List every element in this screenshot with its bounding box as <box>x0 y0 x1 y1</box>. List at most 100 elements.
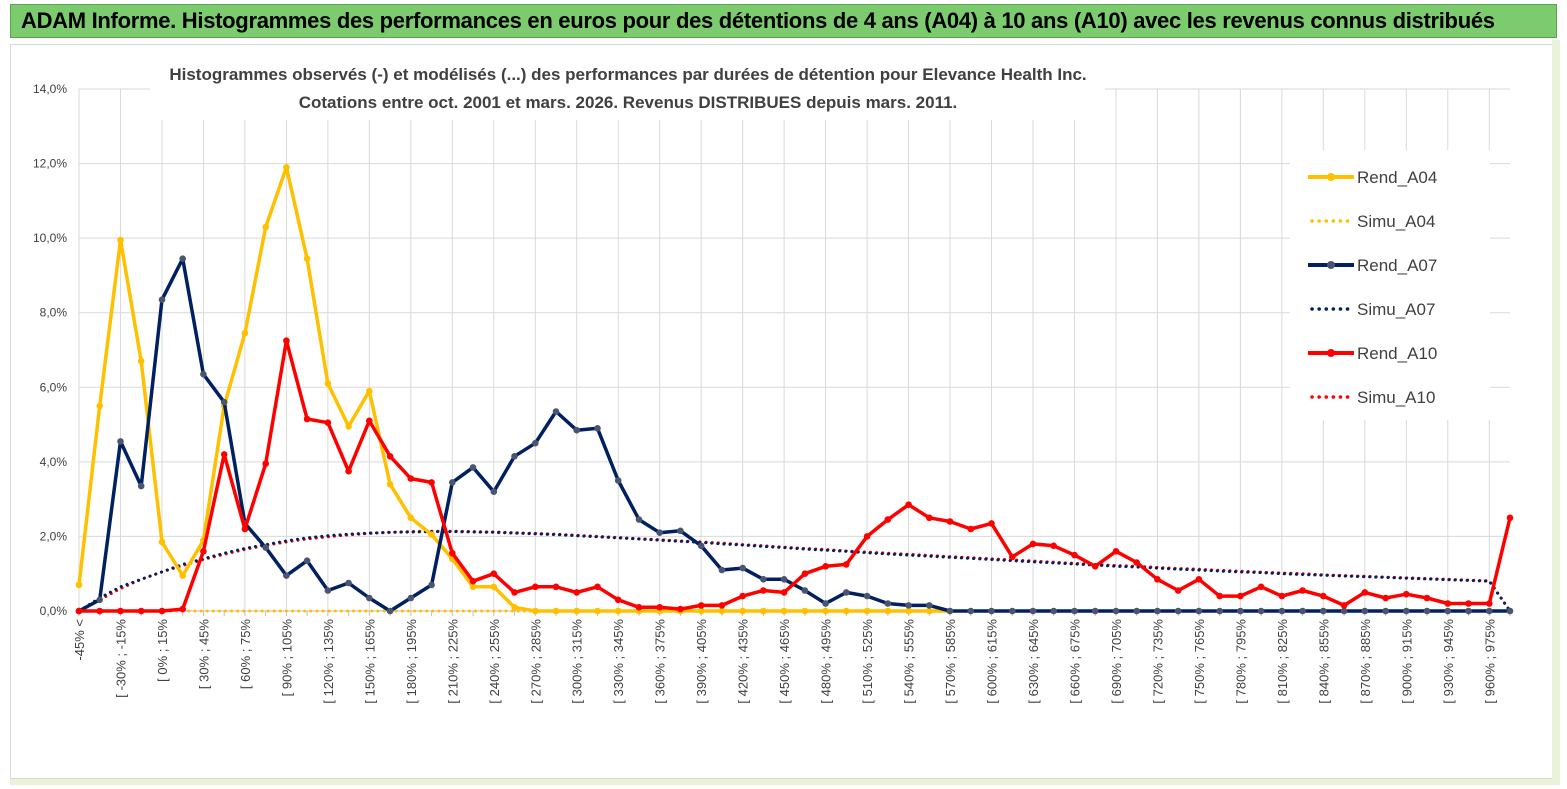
data-point <box>760 587 767 594</box>
data-point <box>428 531 435 538</box>
data-point <box>1050 542 1057 550</box>
data-point <box>739 607 746 615</box>
data-point <box>780 576 788 583</box>
data-point <box>905 501 912 509</box>
data-point <box>718 566 726 574</box>
data-point <box>428 479 435 486</box>
data-point <box>926 514 933 522</box>
data-point <box>884 600 892 607</box>
data-point <box>366 417 373 425</box>
x-tick-label: [ 30% ; 45% <box>196 619 211 690</box>
legend-label: Simu_A04 <box>1357 212 1435 231</box>
data-point <box>594 583 601 591</box>
x-tick-label: [ 390% ; 405% <box>694 619 709 704</box>
report-banner-title: ADAM Informe. Histogrammes des performan… <box>21 8 1495 33</box>
data-point <box>386 607 394 615</box>
data-point <box>1278 607 1286 615</box>
data-point <box>988 607 995 615</box>
legend-box <box>1290 150 1490 420</box>
y-tick-label: 4,0% <box>40 455 68 469</box>
y-tick-label: 8,0% <box>40 306 68 320</box>
data-point <box>303 415 311 423</box>
x-tick-label: [ 240% ; 255% <box>487 619 502 704</box>
data-point <box>366 594 373 602</box>
data-point <box>656 529 663 536</box>
data-point <box>324 419 332 427</box>
data-point <box>697 607 705 615</box>
data-point <box>1506 514 1514 522</box>
chart-title: Histogrammes observés (-) et modélisés (… <box>150 58 1105 120</box>
x-tick-label: [ 930% ; 945% <box>1441 619 1456 704</box>
data-point <box>739 564 746 572</box>
data-point <box>179 255 186 262</box>
data-point <box>96 402 103 410</box>
data-point <box>1133 607 1140 615</box>
data-point <box>718 602 726 609</box>
data-point <box>801 570 809 577</box>
data-point <box>1216 592 1223 600</box>
data-point <box>801 587 809 594</box>
x-tick-label: [ 300% ; 315% <box>570 619 585 704</box>
data-point <box>75 581 83 589</box>
legend-item: Rend_A04 <box>1308 168 1437 187</box>
data-point <box>532 583 539 591</box>
x-tick-label: [ 510% ; 525% <box>860 619 875 704</box>
data-point <box>283 337 290 345</box>
data-point <box>75 607 83 615</box>
data-point <box>656 604 663 611</box>
data-point <box>1465 607 1472 615</box>
frame-bottom-border <box>10 779 1560 785</box>
x-axis-ticks: -45% < [ -30% ; -15% [ 0% ; 15% [ 30% ; 45%… <box>72 619 1497 704</box>
series-rend-a10 <box>75 337 1514 615</box>
data-point <box>117 236 124 244</box>
data-point <box>594 607 601 615</box>
x-tick-label: [ 210% ; 225% <box>445 619 460 704</box>
data-point <box>926 602 933 609</box>
legend-label: Simu_A07 <box>1357 300 1435 319</box>
data-point <box>407 475 415 482</box>
data-point <box>697 602 705 609</box>
x-tick-label: [ 60% ; 75% <box>238 619 253 690</box>
data-point <box>760 607 767 615</box>
data-point <box>552 583 560 591</box>
data-point <box>179 605 186 613</box>
data-point <box>1071 551 1078 559</box>
data-point <box>1154 576 1161 583</box>
data-point <box>1423 594 1431 602</box>
x-tick-label: [ 630% ; 645% <box>1026 619 1041 704</box>
data-point <box>511 589 518 596</box>
data-point <box>573 589 580 596</box>
data-point <box>158 607 166 615</box>
data-point <box>490 488 498 496</box>
data-point <box>946 607 954 615</box>
x-tick-label: [ 720% ; 735% <box>1150 619 1165 704</box>
data-point <box>1091 607 1099 615</box>
data-point <box>1444 600 1452 607</box>
x-tick-label: [ 480% ; 495% <box>819 619 834 704</box>
data-point <box>200 370 207 378</box>
data-point <box>1237 607 1244 615</box>
data-point <box>967 607 975 615</box>
data-point <box>303 557 311 564</box>
data-point <box>1133 559 1140 566</box>
data-point <box>241 525 249 533</box>
y-axis-ticks: 0,0% 2,0% 4,0% 6,0% 8,0% 10,0% 12,0% 14,0% <box>33 82 67 618</box>
data-point <box>822 600 829 607</box>
report-banner: ADAM Informe. Histogrammes des performan… <box>10 4 1557 38</box>
data-point <box>1486 600 1493 607</box>
data-point <box>739 592 746 600</box>
data-point <box>262 460 270 468</box>
chart-title-line1: Histogrammes observés (-) et modélisés (… <box>169 65 1086 84</box>
data-point <box>220 451 228 458</box>
data-point <box>905 607 912 615</box>
data-point <box>573 607 580 615</box>
data-point <box>324 587 332 594</box>
data-point <box>1257 607 1265 615</box>
x-tick-label: [ 690% ; 705% <box>1109 619 1124 704</box>
y-tick-label: 2,0% <box>40 529 68 543</box>
x-tick-label: [ 660% ; 675% <box>1067 619 1082 704</box>
x-tick-label: [ 570% ; 585% <box>943 619 958 704</box>
data-point <box>469 464 477 471</box>
x-tick-label: [ 360% ; 375% <box>653 619 668 704</box>
